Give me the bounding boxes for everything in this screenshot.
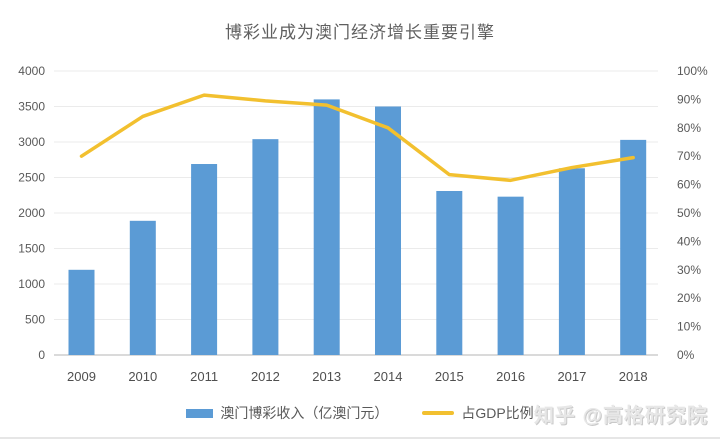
svg-text:1500: 1500 — [18, 242, 45, 256]
svg-text:500: 500 — [25, 313, 45, 327]
svg-text:1000: 1000 — [18, 277, 45, 291]
svg-text:2012: 2012 — [251, 369, 280, 384]
svg-text:2500: 2500 — [18, 171, 45, 185]
svg-text:2013: 2013 — [312, 369, 341, 384]
svg-text:2010: 2010 — [128, 369, 157, 384]
left-axis-labels: 0 500 1000 1500 2000 2500 3000 3500 4000 — [18, 64, 45, 362]
gridlines — [54, 70, 658, 356]
svg-text:40%: 40% — [677, 234, 701, 248]
svg-text:2014: 2014 — [374, 369, 403, 384]
chart-title: 博彩业成为澳门经济增长重要引擎 — [225, 23, 495, 42]
svg-text:90%: 90% — [677, 92, 701, 106]
svg-text:2017: 2017 — [557, 369, 586, 384]
svg-text:50%: 50% — [677, 206, 701, 220]
svg-text:20%: 20% — [677, 291, 701, 305]
svg-text:30%: 30% — [677, 263, 701, 277]
x-axis-labels: 2009 2010 2011 2012 2013 2014 2015 2016 2017 2018 — [67, 369, 648, 384]
watermark: 知乎 @高格研究院 — [533, 405, 708, 427]
line-series — [79, 93, 635, 183]
svg-text:2011: 2011 — [190, 369, 218, 384]
right-axis-labels: 0% 10% 20% 30% 40% 50% 60% 70% 80% 90% 100% — [677, 64, 708, 362]
svg-text:100%: 100% — [677, 64, 708, 78]
svg-text:60%: 60% — [677, 178, 701, 192]
svg-text:10%: 10% — [677, 320, 701, 334]
svg-text:2015: 2015 — [435, 369, 464, 384]
svg-text:2009: 2009 — [67, 369, 96, 384]
svg-text:0: 0 — [38, 348, 45, 362]
svg-text:2018: 2018 — [619, 369, 648, 384]
svg-text:80%: 80% — [677, 121, 701, 135]
svg-text:2000: 2000 — [18, 206, 45, 220]
svg-text:70%: 70% — [677, 149, 701, 163]
svg-text:2016: 2016 — [496, 369, 525, 384]
svg-text:3000: 3000 — [18, 135, 45, 149]
svg-text:4000: 4000 — [18, 64, 45, 78]
bar-series — [68, 99, 647, 356]
svg-text:0%: 0% — [677, 348, 695, 362]
svg-text:3500: 3500 — [18, 100, 45, 114]
